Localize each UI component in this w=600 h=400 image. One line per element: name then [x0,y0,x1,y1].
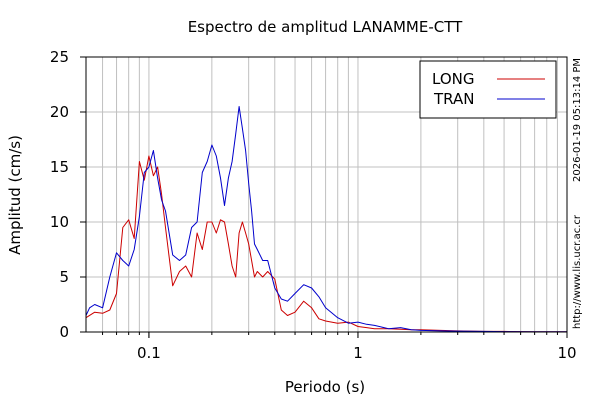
x-tick-label: 0.1 [137,344,161,362]
url-label: http://www.lis.ucr.ac.cr [572,214,583,329]
y-axis-title: Amplitud (cm/s) [6,135,24,255]
chart-title: Espectro de amplitud LANAMME-CTT [188,18,463,36]
timestamp-label: 2026-01-19 05:13:14 PM [572,58,583,182]
legend-box [419,60,557,119]
series-line-long [85,155,568,333]
y-axis: 0 5 10 15 20 25 [50,48,86,341]
x-tick-label: 10 [557,344,576,362]
series-lines [85,106,568,333]
x-axis: 0.1 1 10 [102,332,577,362]
y-tick-label: 15 [50,158,69,176]
x-axis-title: Periodo (s) [285,378,365,396]
legend: LONG TRAN [419,60,557,119]
y-tick-label: 25 [50,48,69,66]
plot-frame [85,56,568,333]
x-tick-label: 1 [353,344,363,362]
y-tick-label: 5 [59,268,69,286]
legend-label-tran: TRAN [433,90,474,108]
grid-lines [86,57,567,332]
y-tick-label: 0 [59,323,69,341]
y-tick-label: 20 [50,103,69,121]
series-line-tran [85,106,568,333]
legend-label-long: LONG [432,70,474,88]
y-tick-label: 10 [50,213,69,231]
